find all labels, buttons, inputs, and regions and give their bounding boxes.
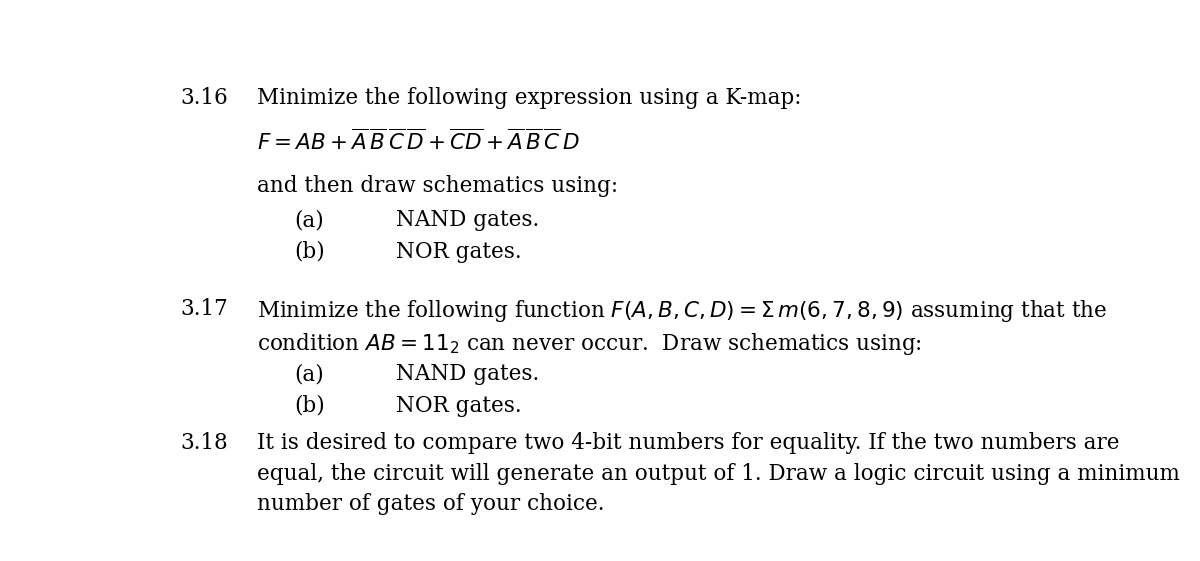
Text: condition $AB = 11_2$ can never occur.  Draw schematics using:: condition $AB = 11_2$ can never occur. D…: [257, 331, 922, 357]
Text: (a): (a): [294, 363, 324, 385]
Text: NOR gates.: NOR gates.: [396, 241, 522, 263]
Text: $F = AB + \overline{A}\,\overline{B}\,\overline{C}\,\overline{D} + \overline{C}\: $F = AB + \overline{A}\,\overline{B}\,\o…: [257, 130, 580, 155]
Text: It is desired to compare two 4-bit numbers for equality. If the two numbers are: It is desired to compare two 4-bit numbe…: [257, 433, 1120, 454]
Text: (a): (a): [294, 209, 324, 231]
Text: NOR gates.: NOR gates.: [396, 395, 522, 417]
Text: NAND gates.: NAND gates.: [396, 209, 540, 231]
Text: equal, the circuit will generate an output of 1. Draw a logic circuit using a mi: equal, the circuit will generate an outp…: [257, 463, 1180, 485]
Text: NAND gates.: NAND gates.: [396, 363, 540, 385]
Text: 3.18: 3.18: [181, 433, 228, 454]
Text: Minimize the following expression using a K-map:: Minimize the following expression using …: [257, 87, 802, 109]
Text: 3.16: 3.16: [181, 87, 228, 109]
Text: and then draw schematics using:: and then draw schematics using:: [257, 175, 618, 197]
Text: number of gates of your choice.: number of gates of your choice.: [257, 493, 605, 515]
Text: (b): (b): [294, 241, 325, 263]
Text: Minimize the following function $F(A, B, C, D) = \Sigma\, m(6, 7, 8, 9)$ assumin: Minimize the following function $F(A, B,…: [257, 298, 1108, 324]
Text: 3.17: 3.17: [181, 298, 228, 320]
Text: (b): (b): [294, 395, 325, 417]
